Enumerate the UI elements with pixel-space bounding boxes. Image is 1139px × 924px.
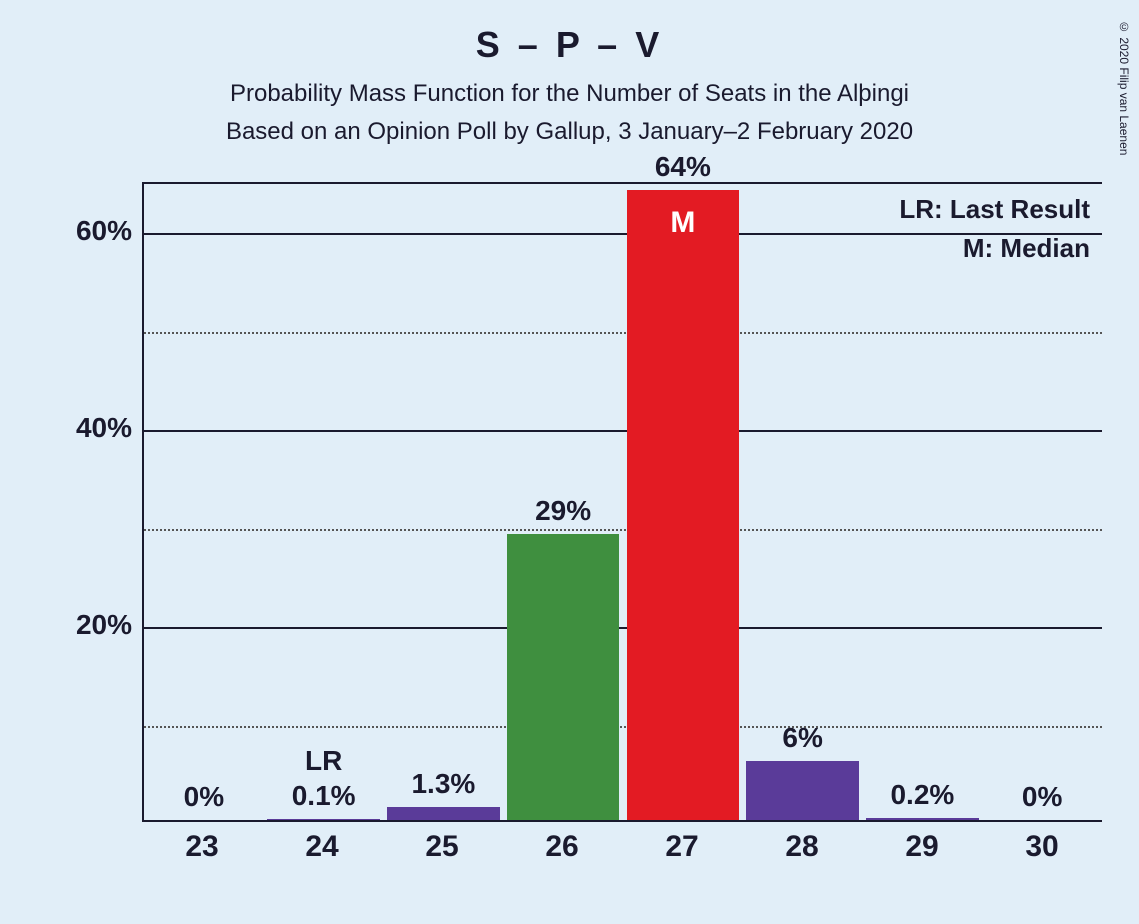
bar-percent-text: 29% <box>535 493 591 528</box>
bar-slot: LR0.1% <box>264 184 384 820</box>
x-axis-label: 29 <box>862 830 982 864</box>
bar-slot: 0.2% <box>863 184 983 820</box>
bar-slot: 64%M <box>623 184 743 820</box>
median-marker: M <box>670 206 695 240</box>
bar-value-label: 0% <box>184 779 224 814</box>
bar: 6% <box>746 761 859 820</box>
chart-subtitle-2: Based on an Opinion Poll by Gallup, 3 Ja… <box>0 118 1139 146</box>
bar-slot: 29% <box>503 184 623 820</box>
bar-percent-text: 0.1% <box>292 778 356 813</box>
bar-percent-text: 6% <box>782 720 822 755</box>
plot-area: LR: Last Result M: Median 0%LR0.1%1.3%29… <box>142 182 1102 822</box>
bar-percent-text: 0% <box>184 779 224 814</box>
bar-slot: 0% <box>982 184 1102 820</box>
bar-value-label: 64% <box>655 149 711 184</box>
bar-slot: 1.3% <box>384 184 504 820</box>
bars-group: 0%LR0.1%1.3%29%64%M6%0.2%0% <box>144 184 1102 820</box>
bar-slot: 6% <box>743 184 863 820</box>
bar-value-label: 29% <box>535 493 591 528</box>
bar: LR0.1% <box>267 819 380 820</box>
bar-value-label: 1.3% <box>411 766 475 801</box>
x-axis-label: 25 <box>382 830 502 864</box>
x-axis-label: 23 <box>142 830 262 864</box>
bar-value-label: 6% <box>782 720 822 755</box>
bar-slot: 0% <box>144 184 264 820</box>
chart-title: S – P – V <box>0 0 1139 66</box>
x-axis-label: 27 <box>622 830 742 864</box>
bar-percent-text: 0% <box>1022 779 1062 814</box>
bar: 0.2% <box>866 818 979 820</box>
copyright-text: © 2020 Filip van Laenen <box>1117 20 1131 155</box>
bar: 1.3% <box>387 807 500 820</box>
bar-percent-text: 64% <box>655 149 711 184</box>
chart-container: LR: Last Result M: Median 0%LR0.1%1.3%29… <box>62 182 1102 882</box>
bar-value-label: 0.2% <box>890 777 954 812</box>
x-axis-label: 26 <box>502 830 622 864</box>
bar-value-label: 0% <box>1022 779 1062 814</box>
x-axis-label: 30 <box>982 830 1102 864</box>
x-axis-label: 24 <box>262 830 382 864</box>
chart-subtitle-1: Probability Mass Function for the Number… <box>0 80 1139 108</box>
bar-value-label: LR0.1% <box>292 743 356 813</box>
x-axis-labels: 2324252627282930 <box>142 830 1102 864</box>
y-axis-label: 40% <box>62 412 132 444</box>
bar-percent-text: 1.3% <box>411 766 475 801</box>
y-axis-label: 20% <box>62 609 132 641</box>
y-axis-label: 60% <box>62 215 132 247</box>
bar: 64%M <box>627 190 740 820</box>
bar-percent-text: 0.2% <box>890 777 954 812</box>
x-axis-label: 28 <box>742 830 862 864</box>
lr-marker: LR <box>292 743 356 778</box>
bar: 29% <box>507 534 620 820</box>
